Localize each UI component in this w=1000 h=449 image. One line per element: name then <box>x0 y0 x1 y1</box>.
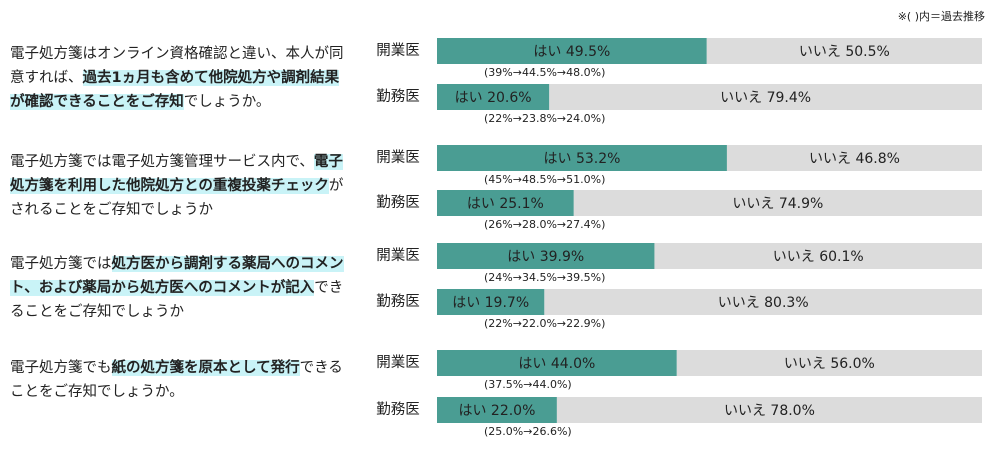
value-label: いいえ 46.8% <box>809 151 900 167</box>
value-label: はい 20.6% <box>455 90 532 106</box>
value-label: はい 53.2% <box>544 151 621 167</box>
bar-segment <box>437 145 727 171</box>
trend-label: (22%→23.8%→24.0%) <box>484 112 605 125</box>
category-label: 勤務医 <box>376 293 420 310</box>
value-label: はい 22.0% <box>458 403 535 419</box>
value-label: はい 49.5% <box>533 44 610 60</box>
bar-segment <box>437 397 557 423</box>
trend-label: (25.0%→26.6%) <box>484 425 572 438</box>
question: 電子処方箋では電子処方箋管理サービス内で、電子処方箋を利用した他院処方との重複投… <box>10 150 345 222</box>
note: ※( )内＝過去推移 <box>898 9 985 23</box>
value-label: はい 19.7% <box>452 295 529 311</box>
bar-segment <box>437 289 545 315</box>
question: 電子処方箋では処方医から調剤する薬局へのコメント、および薬局から処方医へのコメン… <box>10 252 345 324</box>
bar-segment <box>437 350 677 376</box>
category-label: 開業医 <box>376 42 420 59</box>
bar-segment <box>654 243 982 269</box>
question: 電子処方箋でも紙の処方箋を原本として発行できることをご存知でしょうか。 <box>10 356 345 404</box>
question: 電子処方箋はオンライン資格確認と違い、本人が同意すれば、過去1ヵ月も含めて他院処… <box>10 42 345 114</box>
bar-segment <box>573 190 982 216</box>
value-label: はい 39.9% <box>507 249 584 265</box>
bar-segment <box>706 38 982 64</box>
question-text: 電子処方箋でも <box>10 360 112 376</box>
value-label: いいえ 74.9% <box>732 196 823 212</box>
bar-segment <box>549 84 982 110</box>
value-label: いいえ 50.5% <box>799 44 890 60</box>
question-text: でしょうか。 <box>183 94 271 110</box>
category-label: 開業医 <box>376 247 420 264</box>
value-label: いいえ 78.0% <box>724 403 815 419</box>
category-label: 開業医 <box>376 149 420 166</box>
question-text: がされることをご存知でしょうか <box>10 178 344 218</box>
bar-segment <box>437 190 574 216</box>
value-label: はい 44.0% <box>518 356 595 372</box>
bar-segment <box>544 289 982 315</box>
question-text: できることをご存知でしょうか。 <box>10 360 343 400</box>
category-label: 勤務医 <box>376 194 420 211</box>
value-label: いいえ 60.1% <box>773 249 864 265</box>
category-label: 開業医 <box>376 354 420 371</box>
trend-label: (39%→44.5%→48.0%) <box>484 66 605 79</box>
trend-label: (22%→22.0%→22.9%) <box>484 317 605 330</box>
question-text: できることをご存知でしょうか <box>10 280 344 320</box>
value-label: いいえ 56.0% <box>784 356 875 372</box>
bar-segment <box>437 38 707 64</box>
question-text: 電子処方箋では電子処方箋管理サービス内で、 <box>10 154 314 170</box>
bar-segment <box>556 397 982 423</box>
category-label: 勤務医 <box>376 88 420 105</box>
bar-segment <box>437 84 550 110</box>
bar-segment <box>676 350 982 376</box>
trend-label: (45%→48.5%→51.0%) <box>484 173 605 186</box>
value-label: いいえ 80.3% <box>718 295 809 311</box>
value-label: はい 25.1% <box>467 196 544 212</box>
question-text: 電子処方箋では <box>10 256 112 272</box>
question-text: 電子処方箋はオンライン資格確認と違い、本人が同意すれば、 <box>10 46 344 86</box>
trend-label: (24%→34.5%→39.5%) <box>484 271 605 284</box>
trend-label: (26%→28.0%→27.4%) <box>484 218 605 231</box>
highlight-text: 紙の処方箋を原本として発行 <box>111 360 300 376</box>
bar-segment <box>437 243 655 269</box>
category-label: 勤務医 <box>376 401 420 418</box>
bar-segment <box>726 145 982 171</box>
trend-label: (37.5%→44.0%) <box>484 378 572 391</box>
value-label: いいえ 79.4% <box>720 90 811 106</box>
